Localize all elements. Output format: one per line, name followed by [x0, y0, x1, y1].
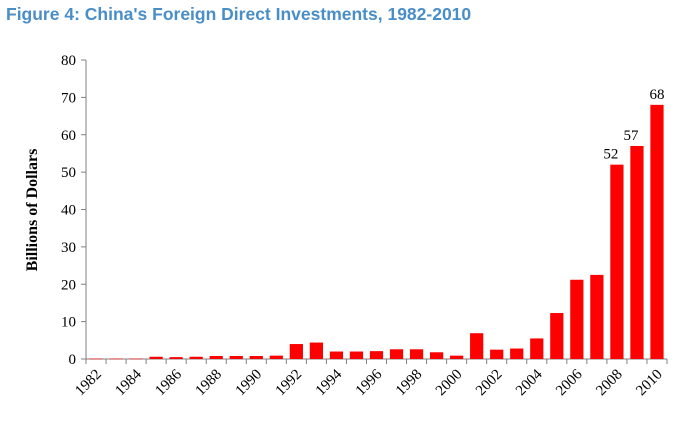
y-tick-label: 0 — [69, 352, 77, 368]
bar-2007 — [590, 274, 604, 359]
bar-1985 — [149, 356, 163, 359]
bar-1997 — [389, 349, 404, 359]
bar-1991 — [269, 355, 283, 359]
bar-1990 — [249, 356, 263, 359]
x-tick-label: 2000 — [433, 367, 466, 400]
bar-1984 — [129, 358, 143, 360]
x-tick-label: 1990 — [233, 367, 266, 400]
bar-1987 — [189, 356, 203, 359]
bar-2005 — [550, 313, 564, 359]
y-tick-label: 30 — [61, 240, 76, 256]
x-tick-label: 1994 — [313, 366, 346, 399]
bar-2008 — [610, 164, 624, 359]
bar-1998 — [409, 349, 424, 359]
x-tick-label: 2004 — [513, 366, 546, 399]
x-tick-label: 1986 — [152, 366, 185, 399]
bar-1992 — [289, 344, 303, 359]
y-tick-label: 60 — [61, 128, 76, 144]
y-axis-label: Billions of Dollars — [24, 149, 41, 272]
x-tick-label: 2002 — [473, 367, 506, 400]
x-tick-label: 1982 — [72, 367, 105, 400]
bar-1989 — [229, 356, 243, 359]
bar-1986 — [169, 357, 183, 359]
y-tick-label: 20 — [61, 277, 76, 293]
bar-1982 — [89, 358, 103, 360]
data-label-2009: 57 — [623, 128, 639, 144]
bar-1983 — [109, 358, 123, 360]
x-tick-label: 1998 — [393, 367, 426, 400]
data-label-2008: 52 — [603, 147, 618, 163]
bar-2006 — [570, 279, 584, 359]
bar-1994 — [329, 351, 344, 359]
bar-1996 — [369, 351, 384, 359]
bar-1988 — [209, 356, 223, 359]
x-tick-label: 2008 — [593, 367, 626, 400]
bar-1995 — [349, 351, 364, 359]
x-tick-label: 2010 — [633, 367, 666, 400]
bars — [89, 104, 664, 360]
bar-2000 — [450, 355, 464, 359]
x-tick-label: 1984 — [112, 366, 145, 399]
bar-2009 — [630, 145, 644, 359]
figure-title: Figure 4: China's Foreign Direct Investm… — [6, 4, 472, 24]
y-tick-label: 70 — [61, 90, 76, 106]
bar-2010 — [650, 104, 664, 359]
y-tick-label: 50 — [61, 165, 76, 181]
bar-1993 — [309, 342, 324, 359]
y-tick-label: 80 — [61, 53, 76, 69]
x-tick-label: 1992 — [273, 367, 306, 400]
y-tick-label: 40 — [61, 203, 76, 219]
bar-1999 — [429, 352, 444, 359]
bar-2003 — [510, 348, 524, 359]
x-tick-label: 2006 — [553, 366, 586, 399]
data-label-2010: 68 — [649, 87, 664, 103]
bar-2001 — [470, 333, 484, 359]
x-tick-label: 1988 — [193, 367, 226, 400]
x-tick-label: 1996 — [353, 366, 386, 399]
bar-2002 — [490, 349, 504, 359]
bar-2004 — [530, 338, 544, 359]
data-labels: 52 57 68 — [603, 87, 664, 163]
y-tick-label: 10 — [61, 315, 76, 331]
